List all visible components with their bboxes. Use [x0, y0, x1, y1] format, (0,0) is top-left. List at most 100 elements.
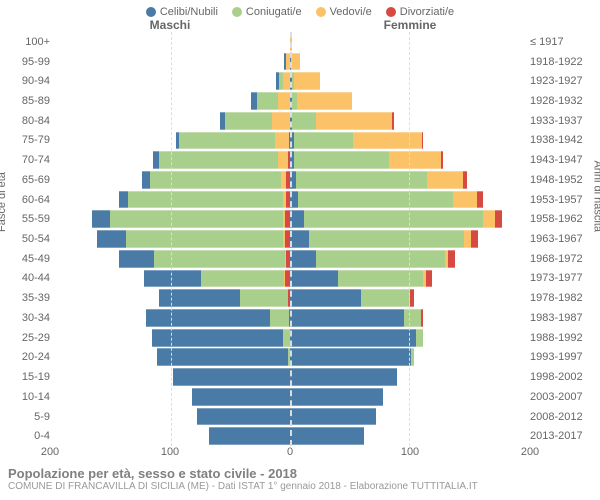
x-tick-label: 100 — [161, 446, 179, 458]
bar-segment — [159, 151, 278, 169]
bar-segment — [298, 191, 453, 209]
age-group-label: 75-79 — [22, 131, 50, 151]
birth-year-label: 1998-2002 — [530, 367, 583, 387]
bar-segment — [257, 92, 278, 110]
bar-segment — [290, 230, 309, 248]
age-group-label: 100+ — [25, 32, 50, 52]
bar-segment — [294, 132, 354, 150]
bar-segment — [463, 171, 468, 189]
bar-segment — [290, 270, 338, 288]
age-group-label: 30-34 — [22, 308, 50, 328]
bar-segment — [119, 191, 129, 209]
bar-segment — [361, 289, 409, 307]
x-axis-ticks: 2001000100200 — [0, 446, 600, 464]
bar-segment — [427, 171, 463, 189]
birth-year-label: 1918-1922 — [530, 52, 583, 72]
bar-segment — [278, 151, 288, 169]
bar-segment — [283, 329, 290, 347]
bar-segment — [426, 270, 432, 288]
legend-item: Celibi/Nubili — [146, 6, 218, 18]
bar-segment — [225, 112, 273, 130]
bar-segment — [197, 408, 290, 426]
bar-segment — [157, 348, 288, 366]
bar-segment — [240, 289, 288, 307]
legend-item: Divorziati/e — [386, 6, 454, 18]
bar-segment — [144, 270, 201, 288]
bar-segment — [290, 210, 304, 228]
bar-segment — [316, 112, 392, 130]
bar-segment — [292, 112, 316, 130]
birth-year-label: 2013-2017 — [530, 426, 583, 446]
bar-segment — [411, 348, 413, 366]
birth-year-label: 2003-2007 — [530, 387, 583, 407]
y-axis-left-title: Fasce di età — [0, 172, 8, 232]
birth-year-label: 1933-1937 — [530, 111, 583, 131]
gridline — [409, 32, 410, 446]
bar-segment — [192, 388, 290, 406]
legend-swatch — [316, 7, 326, 17]
legend-label: Divorziati/e — [400, 6, 454, 18]
bar-segment — [283, 72, 290, 90]
gender-labels: Maschi Femmine — [0, 18, 600, 32]
bar-segment — [309, 230, 464, 248]
bar-segment — [404, 309, 421, 327]
birth-year-label: 2008-2012 — [530, 407, 583, 427]
male-label: Maschi — [50, 18, 290, 32]
bar-segment — [290, 388, 383, 406]
bar-segment — [290, 289, 361, 307]
birth-year-label: 1928-1932 — [530, 91, 583, 111]
bar-segment — [201, 270, 284, 288]
birth-year-label: 1988-1992 — [530, 328, 583, 348]
birth-year-label: 1983-1987 — [530, 308, 583, 328]
bar-segment — [316, 250, 445, 268]
bar-segment — [304, 210, 483, 228]
legend-label: Celibi/Nubili — [160, 6, 218, 18]
age-group-label: 55-59 — [22, 209, 50, 229]
female-label: Femmine — [290, 18, 530, 32]
bar-segment — [209, 427, 290, 445]
y-axis-right-title: Anni di nascita — [592, 160, 600, 232]
y-axis-age-groups: 100+95-9990-9485-8980-8475-7970-7465-696… — [0, 32, 52, 446]
bar-segment — [297, 92, 352, 110]
bar-segment — [416, 329, 423, 347]
bar-segment — [453, 191, 477, 209]
chart-subtitle: COMUNE DI FRANCAVILLA DI SICILIA (ME) - … — [8, 481, 592, 492]
age-group-label: 80-84 — [22, 111, 50, 131]
bar-segment — [290, 408, 376, 426]
birth-year-label: 1973-1977 — [530, 269, 583, 289]
bar-segment — [441, 151, 443, 169]
bar-segment — [173, 368, 290, 386]
bar-segment — [278, 92, 290, 110]
bar-segment — [119, 250, 155, 268]
bar-segment — [290, 309, 404, 327]
age-group-label: 60-64 — [22, 190, 50, 210]
bar-segment — [142, 171, 149, 189]
bar-segment — [353, 132, 422, 150]
bar-segment — [495, 210, 502, 228]
legend-label: Vedovi/e — [330, 6, 372, 18]
x-tick-label: 0 — [287, 446, 293, 458]
y-axis-birth-years: ≤ 19171918-19221923-19271928-19321933-19… — [528, 32, 600, 446]
age-group-label: 20-24 — [22, 348, 50, 368]
age-group-label: 95-99 — [22, 52, 50, 72]
population-pyramid: Fasce di età Anni di nascita 100+95-9990… — [0, 32, 600, 446]
bar-segment — [97, 230, 126, 248]
birth-year-label: 1953-1957 — [530, 190, 583, 210]
bar-segment — [146, 309, 270, 327]
bar-segment — [389, 151, 441, 169]
age-group-label: 15-19 — [22, 367, 50, 387]
bar-segment — [154, 250, 285, 268]
birth-year-label: 1978-1982 — [530, 288, 583, 308]
bar-segment — [421, 309, 423, 327]
age-group-label: 90-94 — [22, 71, 50, 91]
bar-segment — [110, 210, 283, 228]
bar-segment — [270, 309, 289, 327]
age-group-label: 45-49 — [22, 249, 50, 269]
bar-segment — [448, 250, 455, 268]
bar-segment — [272, 112, 290, 130]
legend: Celibi/NubiliConiugati/eVedovi/eDivorzia… — [0, 0, 600, 18]
center-line — [290, 32, 292, 446]
x-tick-label: 200 — [41, 446, 59, 458]
age-group-label: 0-4 — [34, 426, 50, 446]
bar-segment — [290, 329, 416, 347]
